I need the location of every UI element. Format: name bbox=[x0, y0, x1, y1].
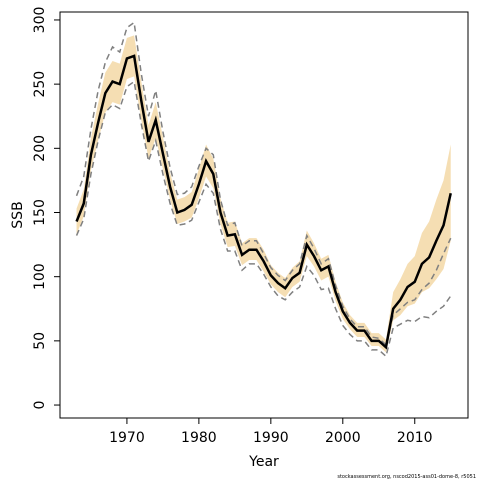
x-tick-label: 2000 bbox=[325, 430, 361, 446]
y-axis-label: SSB bbox=[10, 201, 26, 228]
x-tick-label: 1990 bbox=[253, 430, 289, 446]
y-tick-label: 300 bbox=[32, 7, 48, 34]
x-tick-label: 2010 bbox=[397, 430, 433, 446]
plot-frame bbox=[59, 11, 469, 419]
y-tick-label: 150 bbox=[32, 199, 48, 226]
x-tick-label: 1980 bbox=[181, 430, 217, 446]
y-tick-label: 50 bbox=[32, 332, 48, 350]
dashed-line bbox=[75, 80, 452, 358]
x-axis-label: Year bbox=[248, 454, 279, 470]
dashed-line bbox=[75, 21, 452, 347]
footnote: stockassessment.org, nscod2015-ass01-dom… bbox=[337, 474, 476, 480]
y-tick-label: 250 bbox=[32, 71, 48, 98]
x-tick-label: 1970 bbox=[109, 430, 145, 446]
y-tick-label: 200 bbox=[32, 135, 48, 162]
y-tick-label: 100 bbox=[32, 263, 48, 290]
confidence-band bbox=[76, 35, 451, 353]
y-tick-label: 0 bbox=[32, 401, 48, 410]
ssb-line bbox=[75, 54, 452, 350]
